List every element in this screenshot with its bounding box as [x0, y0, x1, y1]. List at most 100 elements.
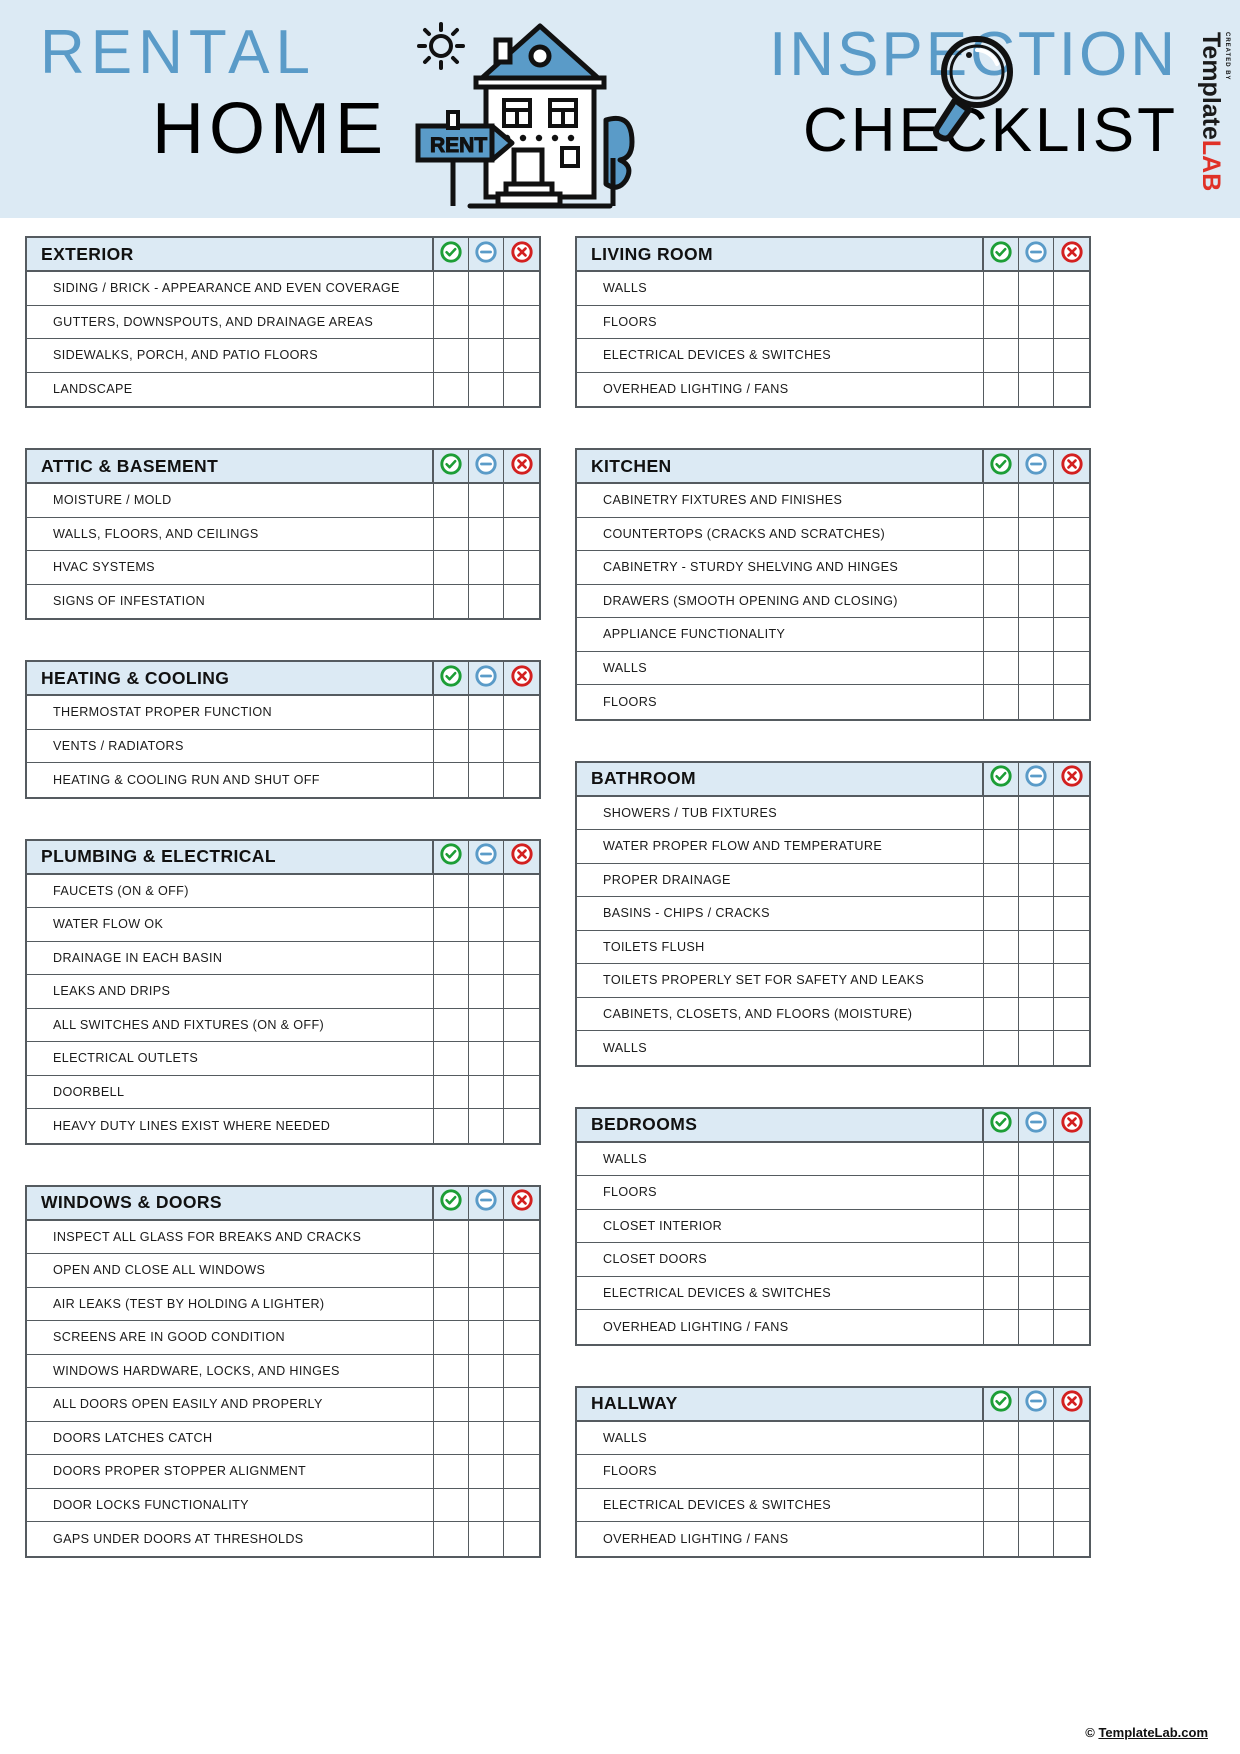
legend-fail-cell[interactable] [1054, 238, 1089, 270]
checkbox-na[interactable] [469, 874, 504, 907]
checkbox-pass[interactable] [434, 1254, 469, 1287]
checkbox-na[interactable] [469, 551, 504, 584]
checkbox-na[interactable] [1019, 863, 1054, 896]
checkbox-pass[interactable] [984, 1176, 1019, 1209]
checkbox-fail[interactable] [1054, 1031, 1089, 1065]
x-circle-icon[interactable] [510, 664, 533, 692]
checkbox-na[interactable] [1019, 584, 1054, 617]
checkbox-pass[interactable] [984, 584, 1019, 617]
checkbox-fail[interactable] [1054, 484, 1089, 517]
checkbox-fail[interactable] [1054, 517, 1089, 550]
checkbox-pass[interactable] [984, 305, 1019, 338]
checkbox-pass[interactable] [984, 1455, 1019, 1488]
legend-fail-cell[interactable] [1054, 450, 1089, 482]
checkbox-na[interactable] [1019, 897, 1054, 930]
checkbox-na[interactable] [469, 339, 504, 372]
checkbox-na[interactable] [1019, 1176, 1054, 1209]
checkbox-na[interactable] [1019, 305, 1054, 338]
minus-circle-icon[interactable] [1025, 765, 1047, 792]
checkbox-pass[interactable] [984, 796, 1019, 829]
checkbox-fail[interactable] [504, 339, 539, 372]
checkbox-pass[interactable] [434, 1008, 469, 1041]
checkbox-pass[interactable] [434, 1109, 469, 1143]
checkbox-fail[interactable] [1054, 339, 1089, 372]
checkbox-pass[interactable] [984, 1276, 1019, 1309]
checkbox-pass[interactable] [434, 517, 469, 550]
checkbox-pass[interactable] [984, 997, 1019, 1030]
checkbox-na[interactable] [1019, 796, 1054, 829]
checkbox-fail[interactable] [1054, 618, 1089, 651]
checkbox-na[interactable] [469, 305, 504, 338]
checkbox-na[interactable] [469, 908, 504, 941]
checkbox-fail[interactable] [1054, 1276, 1089, 1309]
checkbox-pass[interactable] [984, 1522, 1019, 1556]
checkbox-na[interactable] [469, 1075, 504, 1108]
legend-fail-cell[interactable] [504, 840, 539, 873]
checkbox-pass[interactable] [984, 830, 1019, 863]
checkbox-pass[interactable] [434, 1042, 469, 1075]
checkbox-fail[interactable] [504, 1254, 539, 1287]
checkbox-pass[interactable] [434, 941, 469, 974]
checkbox-pass[interactable] [984, 897, 1019, 930]
checkbox-pass[interactable] [434, 874, 469, 907]
checkbox-fail[interactable] [1054, 796, 1089, 829]
checkbox-fail[interactable] [504, 272, 539, 305]
checkbox-fail[interactable] [1054, 305, 1089, 338]
checkbox-fail[interactable] [504, 1522, 539, 1556]
checkbox-na[interactable] [469, 763, 504, 797]
checkbox-fail[interactable] [504, 1354, 539, 1387]
checkbox-na[interactable] [469, 1421, 504, 1454]
x-circle-icon[interactable] [510, 843, 533, 870]
checkbox-na[interactable] [1019, 339, 1054, 372]
checkbox-na[interactable] [1019, 964, 1054, 997]
checkbox-fail[interactable] [504, 1042, 539, 1075]
checkbox-pass[interactable] [984, 651, 1019, 684]
check-circle-icon[interactable] [990, 452, 1012, 480]
checkbox-pass[interactable] [434, 272, 469, 305]
minus-circle-icon[interactable] [475, 843, 497, 870]
legend-na-cell[interactable] [1019, 450, 1054, 482]
check-circle-icon[interactable] [440, 240, 462, 268]
legend-fail-cell[interactable] [1054, 1108, 1089, 1141]
checkbox-fail[interactable] [504, 551, 539, 584]
checkbox-na[interactable] [469, 1354, 504, 1387]
checkbox-fail[interactable] [1054, 551, 1089, 584]
checkbox-pass[interactable] [434, 1075, 469, 1108]
checkbox-na[interactable] [469, 1488, 504, 1521]
checkbox-pass[interactable] [984, 1209, 1019, 1242]
check-circle-icon[interactable] [990, 240, 1012, 268]
legend-na-cell[interactable] [469, 840, 504, 873]
checkbox-pass[interactable] [434, 1488, 469, 1521]
checkbox-na[interactable] [1019, 484, 1054, 517]
checkbox-pass[interactable] [984, 339, 1019, 372]
checkbox-fail[interactable] [504, 517, 539, 550]
checkbox-fail[interactable] [504, 696, 539, 729]
checkbox-fail[interactable] [504, 763, 539, 797]
checkbox-fail[interactable] [504, 1421, 539, 1454]
checkbox-pass[interactable] [984, 863, 1019, 896]
checkbox-pass[interactable] [984, 685, 1019, 719]
legend-pass-cell[interactable] [434, 238, 469, 270]
checkbox-fail[interactable] [1054, 584, 1089, 617]
checkbox-na[interactable] [469, 1254, 504, 1287]
checkbox-na[interactable] [1019, 997, 1054, 1030]
check-circle-icon[interactable] [440, 664, 462, 692]
legend-pass-cell[interactable] [434, 840, 469, 873]
checkbox-fail[interactable] [504, 484, 539, 517]
legend-pass-cell[interactable] [984, 238, 1019, 270]
checkbox-pass[interactable] [434, 1421, 469, 1454]
checkbox-fail[interactable] [1054, 685, 1089, 719]
checkbox-na[interactable] [469, 1388, 504, 1421]
checkbox-pass[interactable] [984, 930, 1019, 963]
legend-na-cell[interactable] [469, 238, 504, 270]
checkbox-pass[interactable] [434, 484, 469, 517]
checkbox-na[interactable] [469, 484, 504, 517]
checkbox-pass[interactable] [984, 1243, 1019, 1276]
check-circle-icon[interactable] [990, 765, 1012, 792]
legend-fail-cell[interactable] [1054, 762, 1089, 795]
checkbox-pass[interactable] [434, 339, 469, 372]
checkbox-pass[interactable] [984, 1031, 1019, 1065]
checkbox-na[interactable] [469, 1321, 504, 1354]
minus-circle-icon[interactable] [475, 240, 497, 268]
legend-na-cell[interactable] [469, 662, 504, 694]
